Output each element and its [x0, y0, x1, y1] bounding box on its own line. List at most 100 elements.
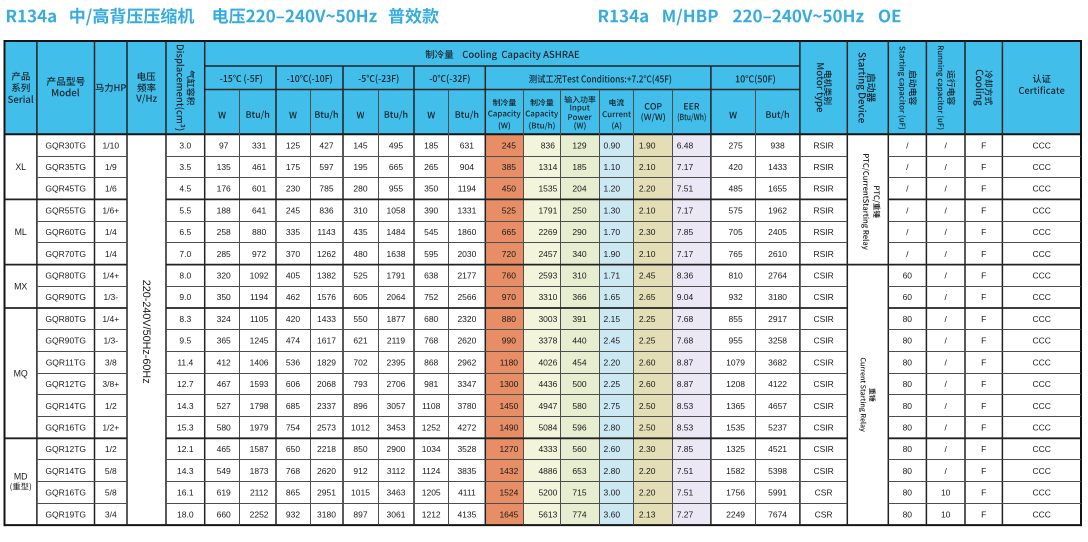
svg-text:2.25: 2.25: [604, 379, 621, 389]
svg-text:454: 454: [572, 357, 586, 367]
svg-text:1962: 1962: [768, 205, 787, 215]
svg-text:RSIR: RSIR: [813, 140, 833, 150]
svg-text:912: 912: [353, 466, 367, 476]
svg-text:F: F: [981, 423, 986, 433]
svg-text:1587: 1587: [250, 444, 269, 454]
svg-text:1535: 1535: [726, 423, 745, 433]
svg-text:760: 760: [502, 271, 516, 281]
svg-text:955: 955: [389, 184, 403, 194]
svg-text:GQR12TG: GQR12TG: [45, 379, 86, 389]
svg-text:1212: 1212: [422, 509, 441, 519]
svg-text:5084: 5084: [538, 423, 557, 433]
svg-text:2.20: 2.20: [639, 488, 656, 498]
svg-text:2.30: 2.30: [639, 444, 656, 454]
svg-text:1143: 1143: [317, 227, 336, 237]
svg-text:CCC: CCC: [1032, 444, 1050, 454]
svg-text:60: 60: [903, 292, 913, 302]
svg-text:4111: 4111: [458, 488, 476, 498]
svg-text:F: F: [981, 444, 986, 454]
svg-text:2.75: 2.75: [604, 401, 621, 411]
svg-text:597: 597: [319, 162, 333, 172]
svg-text:5237: 5237: [768, 423, 787, 433]
svg-text:932: 932: [729, 292, 743, 302]
svg-text:1105: 1105: [250, 314, 269, 324]
svg-text:4135: 4135: [457, 509, 476, 519]
svg-text:2.50: 2.50: [639, 423, 656, 433]
svg-text:2.80: 2.80: [604, 466, 621, 476]
svg-text:F: F: [981, 205, 986, 215]
svg-text:1873: 1873: [250, 466, 269, 476]
svg-text:1535: 1535: [538, 184, 557, 194]
svg-text:MX: MX: [14, 282, 27, 292]
svg-text:2249: 2249: [726, 509, 745, 519]
svg-text:1576: 1576: [317, 292, 336, 302]
svg-text:785: 785: [319, 184, 333, 194]
svg-text:2177: 2177: [457, 271, 476, 281]
svg-text:1/10: 1/10: [103, 140, 120, 150]
svg-text:665: 665: [389, 162, 403, 172]
svg-text:525: 525: [353, 271, 367, 281]
svg-text:10: 10: [941, 488, 951, 498]
svg-text:1829: 1829: [317, 357, 336, 367]
svg-text:F: F: [981, 140, 986, 150]
svg-text:GQR16TG: GQR16TG: [45, 423, 86, 433]
svg-text:1034: 1034: [422, 444, 441, 454]
svg-text:8.53: 8.53: [677, 401, 694, 411]
svg-text:/: /: [945, 314, 948, 324]
svg-text:/: /: [945, 184, 948, 194]
svg-text:GQR14TG: GQR14TG: [45, 466, 86, 476]
svg-text:CCC: CCC: [1032, 184, 1050, 194]
svg-text:2.10: 2.10: [639, 162, 656, 172]
svg-text:1/6+: 1/6+: [102, 205, 119, 215]
svg-text:1382: 1382: [317, 271, 336, 281]
svg-text:5.5: 5.5: [179, 205, 191, 215]
svg-text:2900: 2900: [387, 444, 406, 454]
svg-text:80: 80: [903, 379, 913, 389]
svg-text:1.10: 1.10: [604, 162, 621, 172]
svg-text:XL: XL: [15, 162, 26, 172]
svg-text:185: 185: [572, 162, 586, 172]
svg-text:1252: 1252: [422, 423, 441, 433]
svg-text:638: 638: [424, 271, 438, 281]
svg-text:1.70: 1.70: [604, 227, 621, 237]
svg-text:2068: 2068: [317, 379, 336, 389]
svg-text:2.13: 2.13: [639, 509, 656, 519]
svg-text:1015: 1015: [351, 488, 370, 498]
svg-text:462: 462: [286, 292, 300, 302]
svg-text:6.48: 6.48: [677, 140, 694, 150]
svg-text:3180: 3180: [317, 509, 336, 519]
svg-text:F: F: [981, 466, 986, 476]
svg-text:F: F: [981, 227, 986, 237]
svg-text:580: 580: [572, 401, 586, 411]
svg-text:3003: 3003: [538, 314, 557, 324]
svg-text:/: /: [945, 423, 948, 433]
svg-text:5/8: 5/8: [105, 466, 117, 476]
svg-text:4122: 4122: [768, 379, 787, 389]
svg-text:836: 836: [319, 205, 333, 215]
svg-text:440: 440: [572, 336, 586, 346]
svg-text:365: 365: [217, 336, 231, 346]
svg-text:1979: 1979: [250, 423, 269, 433]
svg-text:280: 280: [353, 184, 367, 194]
svg-text:2.50: 2.50: [639, 401, 656, 411]
svg-text:/: /: [945, 466, 948, 476]
svg-text:GQR55TG: GQR55TG: [45, 205, 86, 215]
svg-text:GQR30TG: GQR30TG: [45, 140, 86, 150]
svg-text:GQR90TG: GQR90TG: [45, 336, 86, 346]
svg-text:3061: 3061: [387, 509, 406, 519]
svg-text:GQR16TG: GQR16TG: [45, 488, 86, 498]
svg-text:665: 665: [502, 227, 516, 237]
svg-text:621: 621: [353, 336, 367, 346]
svg-text:GQR80TG: GQR80TG: [45, 271, 86, 281]
svg-text:2405: 2405: [768, 227, 787, 237]
svg-text:10: 10: [941, 509, 951, 519]
svg-text:15.3: 15.3: [177, 423, 194, 433]
svg-text:2573: 2573: [317, 423, 336, 433]
svg-text:CCC: CCC: [1032, 292, 1050, 302]
svg-text:310: 310: [572, 271, 586, 281]
svg-text:4947: 4947: [538, 401, 557, 411]
svg-text:1/3-: 1/3-: [103, 336, 118, 346]
svg-text:1432: 1432: [499, 466, 518, 476]
svg-text:324: 324: [217, 314, 231, 324]
svg-text:320: 320: [217, 271, 231, 281]
